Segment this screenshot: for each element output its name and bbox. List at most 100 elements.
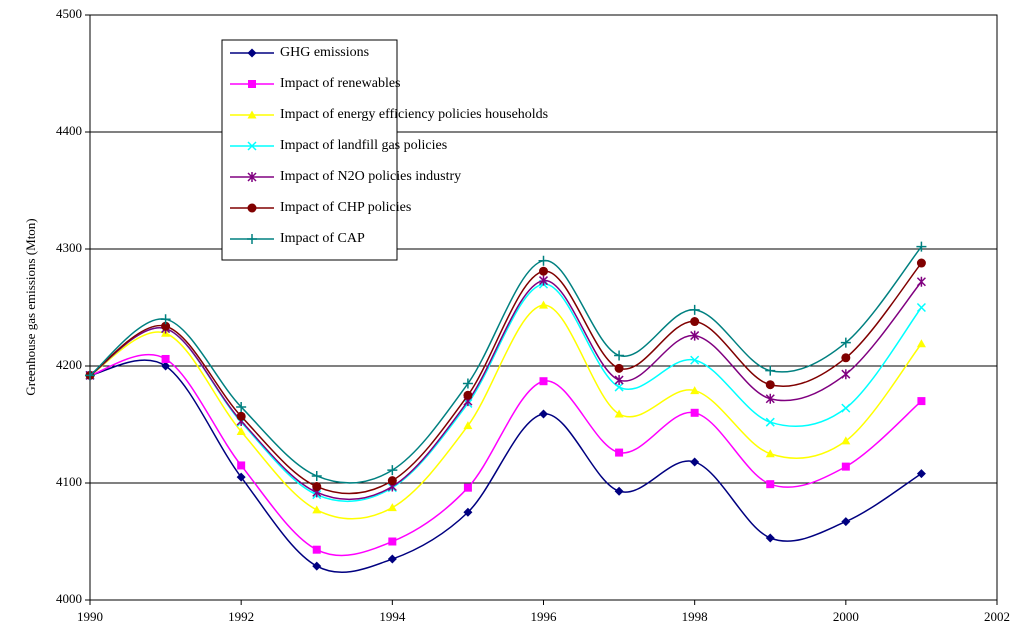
marker	[463, 507, 473, 517]
marker	[538, 255, 549, 266]
marker	[247, 48, 257, 58]
marker	[690, 457, 700, 467]
marker	[614, 409, 624, 418]
marker	[161, 361, 171, 371]
marker	[237, 461, 246, 470]
marker	[387, 465, 398, 476]
marker	[161, 321, 171, 331]
marker	[690, 386, 700, 395]
marker	[388, 537, 397, 546]
marker	[85, 370, 95, 381]
marker	[387, 476, 397, 486]
marker	[463, 421, 473, 430]
legend-label: GHG emissions	[280, 45, 369, 60]
legend-label: Impact of energy efficiency policies hou…	[280, 107, 548, 122]
marker	[539, 409, 548, 419]
marker	[161, 354, 170, 363]
marker	[236, 472, 246, 482]
marker	[614, 382, 624, 392]
marker	[765, 365, 776, 376]
marker	[765, 380, 775, 390]
marker	[312, 545, 321, 554]
marker	[690, 408, 699, 417]
marker	[539, 377, 548, 386]
marker	[690, 355, 700, 365]
marker	[765, 417, 775, 427]
y-tick-label: 4100	[56, 474, 82, 489]
marker	[463, 483, 472, 492]
legend-label: Impact of landfill gas policies	[280, 138, 447, 153]
marker	[614, 486, 624, 496]
marker	[247, 203, 257, 213]
x-tick-label: 1994	[379, 609, 406, 624]
y-tick-label: 4300	[56, 240, 82, 255]
marker	[840, 337, 851, 348]
marker	[917, 397, 926, 406]
y-axis-label: Greenhouse gas emissions (Mton)	[23, 218, 38, 395]
marker	[916, 302, 926, 313]
marker	[766, 480, 775, 489]
marker	[387, 554, 397, 564]
y-tick-label: 4000	[56, 591, 82, 606]
marker	[615, 448, 624, 457]
marker	[312, 482, 322, 492]
y-tick-label: 4500	[56, 6, 82, 21]
marker	[614, 375, 624, 386]
marker	[539, 300, 548, 309]
marker	[539, 266, 548, 276]
x-tick-label: 1996	[531, 609, 558, 624]
marker	[247, 141, 257, 151]
marker	[690, 330, 700, 341]
marker	[236, 427, 246, 436]
marker	[841, 369, 851, 380]
marker	[462, 378, 473, 389]
marker	[916, 276, 926, 287]
marker	[689, 304, 700, 315]
marker	[841, 353, 851, 363]
marker	[236, 411, 246, 421]
marker	[916, 469, 926, 479]
legend-label: Impact of CHP policies	[280, 200, 411, 215]
marker	[160, 314, 171, 325]
marker	[387, 503, 397, 512]
marker	[841, 462, 850, 471]
marker	[538, 275, 549, 286]
x-tick-label: 1992	[228, 609, 254, 624]
series-line	[89, 304, 923, 520]
marker	[614, 363, 624, 373]
marker	[312, 561, 322, 571]
marker	[247, 234, 257, 244]
plot-area	[89, 14, 998, 601]
legend-label: Impact of renewables	[280, 76, 401, 91]
legend-box	[221, 39, 398, 261]
marker	[690, 317, 700, 327]
y-tick-label: 4200	[56, 357, 82, 372]
marker	[841, 517, 851, 527]
marker	[841, 436, 851, 445]
marker	[765, 533, 775, 543]
x-tick-label: 1990	[77, 609, 103, 624]
series-line	[89, 279, 922, 501]
marker	[247, 172, 257, 182]
series-line	[89, 246, 923, 484]
marker	[247, 110, 257, 119]
x-tick-label: 2002	[984, 609, 1010, 624]
marker	[248, 80, 256, 88]
marker	[765, 449, 775, 458]
x-tick-label: 2000	[833, 609, 859, 624]
legend-label: Impact of N2O policies industry	[280, 169, 461, 184]
x-tick-label: 1998	[682, 609, 708, 624]
marker	[765, 393, 775, 404]
marker	[463, 390, 473, 400]
y-tick-label: 4400	[56, 123, 82, 138]
legend-label: Impact of CAP	[280, 231, 365, 246]
marker	[614, 350, 625, 361]
marker	[916, 241, 927, 252]
marker	[311, 470, 322, 481]
marker	[916, 339, 926, 348]
marker	[916, 258, 926, 268]
marker	[312, 505, 322, 514]
legend: GHG emissions Impact of renewables Impact …	[221, 39, 548, 261]
marker	[841, 403, 851, 413]
